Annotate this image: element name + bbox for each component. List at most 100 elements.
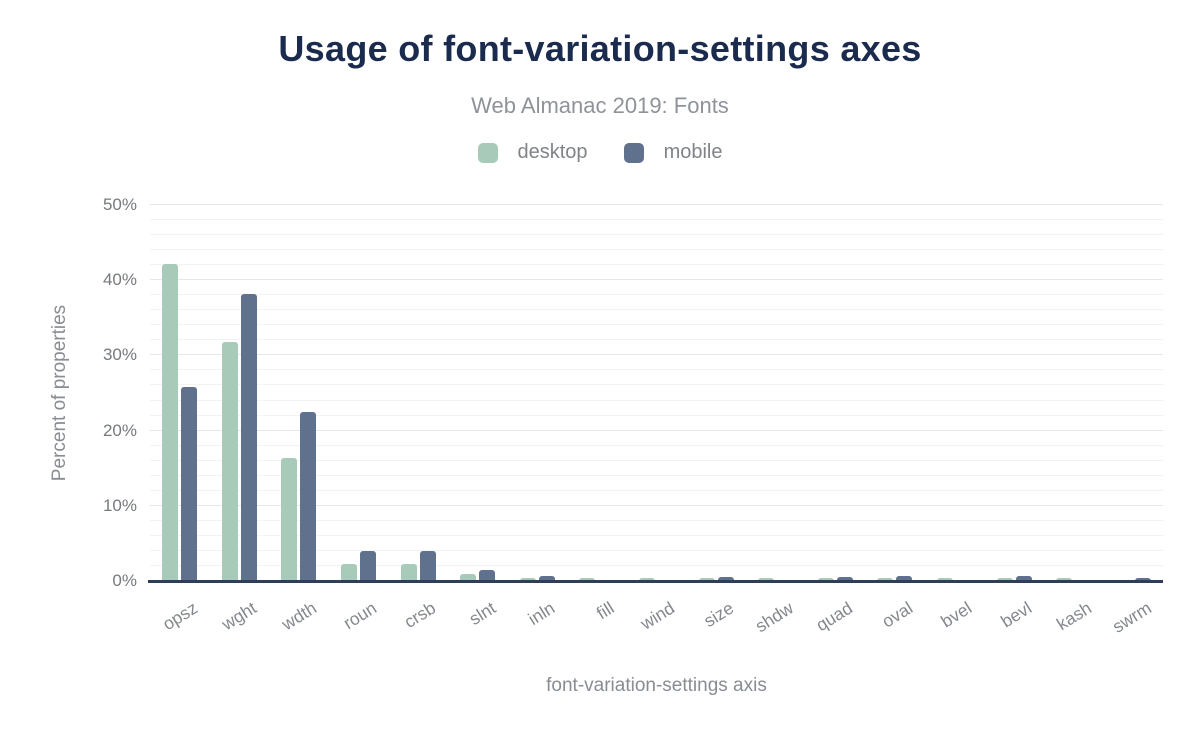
x-axis-tick-labels: opsz wght wdth roun crsb slnt inln fill wind size… bbox=[150, 581, 1163, 643]
x-tick-label-fill: fill bbox=[593, 597, 618, 624]
bar-group-swrm bbox=[1104, 205, 1164, 581]
bar-desktop-inln[interactable] bbox=[519, 578, 536, 581]
legend-swatch-mobile bbox=[623, 142, 644, 163]
bar-mobile-swrm[interactable] bbox=[1134, 578, 1151, 581]
y-tick-label: 20% bbox=[102, 420, 137, 440]
gridline bbox=[150, 474, 1163, 476]
chart-title: Usage of font-variation-settings axes bbox=[278, 28, 922, 69]
gridline bbox=[150, 309, 1163, 311]
bar-mobile-oval[interactable] bbox=[896, 575, 913, 581]
x-tick-label-opsz: opsz bbox=[158, 597, 201, 635]
gridline bbox=[150, 354, 1163, 356]
gridline bbox=[150, 429, 1163, 431]
bar-desktop-wind[interactable] bbox=[639, 578, 656, 581]
plot-area: 0% 10% 20% 30% 40% 50% opsz wght wdth roun crsb sl… bbox=[49, 195, 1164, 696]
bar-group-opsz bbox=[150, 205, 210, 581]
bar-group-roun bbox=[329, 205, 389, 581]
gridline bbox=[150, 294, 1163, 296]
bar-mobile-roun[interactable] bbox=[360, 550, 377, 581]
x-tick-label-slnt: slnt bbox=[465, 597, 499, 629]
gridline bbox=[150, 549, 1163, 551]
gridline bbox=[150, 459, 1163, 461]
bar-group-quad bbox=[806, 205, 866, 581]
bar-desktop-shdw[interactable] bbox=[758, 578, 775, 581]
bar-desktop-crsb[interactable] bbox=[400, 564, 417, 581]
x-tick-label-wdth: wdth bbox=[278, 597, 321, 635]
x-tick-slot-opsz: opsz bbox=[150, 581, 210, 643]
bar-desktop-slnt[interactable] bbox=[460, 574, 477, 581]
legend-swatch-desktop bbox=[477, 142, 498, 163]
x-tick-slot-swrm: swrm bbox=[1104, 581, 1164, 643]
gridline bbox=[150, 444, 1163, 446]
bar-group-wght bbox=[210, 205, 270, 581]
bar-mobile-quad[interactable] bbox=[836, 576, 853, 581]
x-tick-slot-roun: roun bbox=[329, 581, 389, 643]
x-tick-label-swrm: swrm bbox=[1108, 597, 1155, 637]
bar-desktop-kash[interactable] bbox=[1056, 578, 1073, 581]
gridline bbox=[150, 234, 1163, 236]
x-tick-label-wind: wind bbox=[636, 597, 678, 634]
x-tick-slot-inln: inln bbox=[508, 581, 568, 643]
bar-desktop-bevl[interactable] bbox=[996, 578, 1013, 581]
gridline bbox=[150, 489, 1163, 491]
bar-desktop-size[interactable] bbox=[698, 578, 715, 581]
bar-group-wdth bbox=[269, 205, 329, 581]
gridline bbox=[150, 264, 1163, 266]
bar-group-fill bbox=[567, 205, 627, 581]
bar-mobile-size[interactable] bbox=[717, 576, 734, 581]
x-tick-slot-bvel: bvel bbox=[925, 581, 985, 643]
bar-desktop-oval[interactable] bbox=[877, 578, 894, 581]
y-tick-label: 10% bbox=[102, 495, 137, 515]
y-tick-label: 40% bbox=[102, 270, 137, 290]
gridline bbox=[150, 399, 1163, 401]
gridline bbox=[150, 564, 1163, 566]
bar-mobile-slnt[interactable] bbox=[479, 570, 496, 581]
x-tick-slot-crsb: crsb bbox=[388, 581, 448, 643]
bar-mobile-bevl[interactable] bbox=[1015, 575, 1032, 581]
x-tick-label-inln: inln bbox=[524, 597, 559, 629]
gridline bbox=[150, 339, 1163, 341]
x-tick-label-shdw: shdw bbox=[751, 597, 797, 637]
bar-mobile-crsb[interactable] bbox=[419, 550, 436, 581]
bar-group-bvel bbox=[925, 205, 985, 581]
gridline bbox=[150, 219, 1163, 221]
legend-item-mobile: mobile bbox=[623, 141, 722, 164]
bar-desktop-wdth[interactable] bbox=[281, 457, 298, 581]
bar-mobile-opsz[interactable] bbox=[181, 386, 198, 581]
chart-subtitle: Web Almanac 2019: Fonts bbox=[471, 93, 729, 118]
gridline bbox=[150, 369, 1163, 371]
x-tick-slot-wind: wind bbox=[627, 581, 687, 643]
x-tick-label-bvel: bvel bbox=[937, 597, 976, 632]
x-tick-label-bevl: bevl bbox=[997, 597, 1036, 632]
bar-group-size bbox=[686, 205, 746, 581]
bar-mobile-wght[interactable] bbox=[240, 293, 257, 581]
legend-label-desktop: desktop bbox=[517, 141, 588, 163]
x-tick-label-quad: quad bbox=[812, 597, 857, 636]
gridline bbox=[150, 504, 1163, 506]
bar-mobile-inln[interactable] bbox=[538, 575, 555, 581]
bar-desktop-fill[interactable] bbox=[579, 578, 596, 581]
bar-desktop-opsz[interactable] bbox=[162, 263, 179, 581]
gridline bbox=[150, 519, 1163, 521]
x-tick-slot-shdw: shdw bbox=[746, 581, 806, 643]
x-tick-slot-oval: oval bbox=[865, 581, 925, 643]
x-tick-label-wght: wght bbox=[218, 597, 261, 635]
bar-group-kash bbox=[1044, 205, 1104, 581]
bar-desktop-bvel[interactable] bbox=[937, 578, 954, 581]
gridline bbox=[150, 204, 1163, 205]
x-tick-slot-fill: fill bbox=[567, 581, 627, 643]
x-tick-slot-size: size bbox=[686, 581, 746, 643]
x-axis-line bbox=[148, 580, 1163, 583]
bar-mobile-wdth[interactable] bbox=[300, 411, 317, 581]
bar-desktop-quad[interactable] bbox=[817, 578, 834, 581]
y-axis-title: Percent of properties bbox=[49, 304, 70, 482]
x-tick-label-crsb: crsb bbox=[400, 597, 440, 633]
x-tick-slot-slnt: slnt bbox=[448, 581, 508, 643]
y-tick-label: 50% bbox=[102, 195, 137, 214]
bar-group-wind bbox=[627, 205, 687, 581]
bar-desktop-wght[interactable] bbox=[221, 341, 238, 581]
bar-group-shdw bbox=[746, 205, 806, 581]
bar-desktop-roun[interactable] bbox=[341, 564, 358, 581]
bar-group-oval bbox=[865, 205, 925, 581]
